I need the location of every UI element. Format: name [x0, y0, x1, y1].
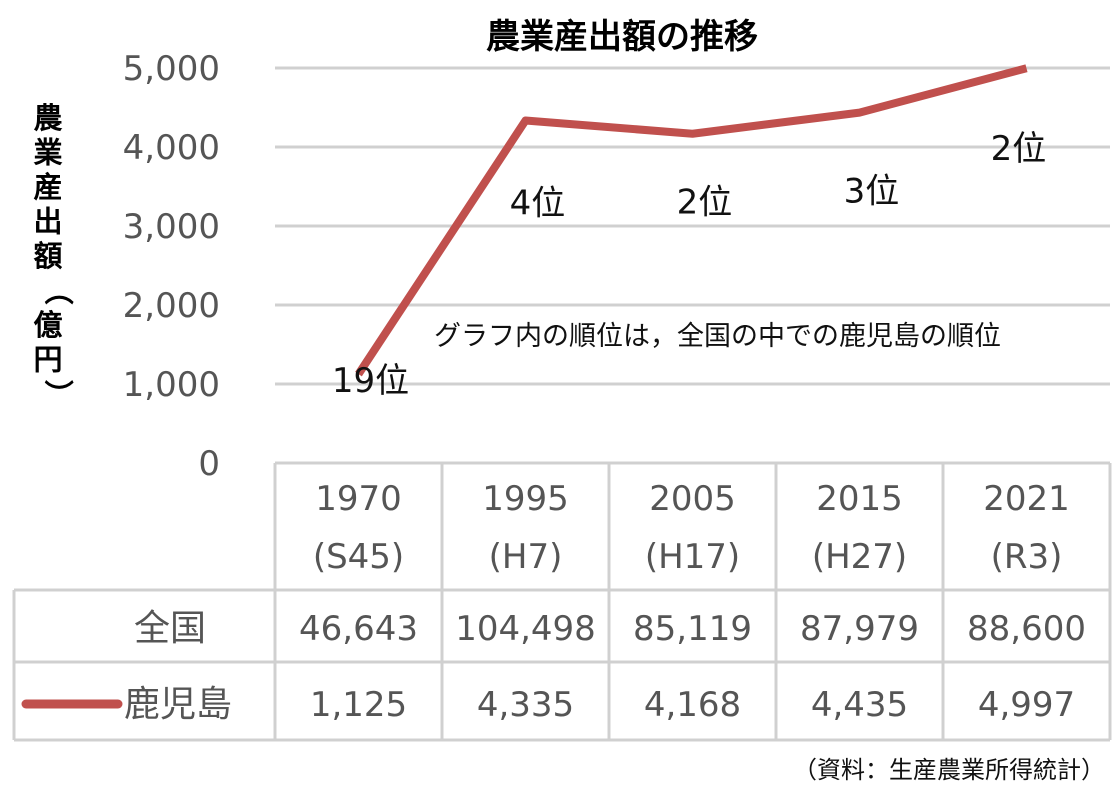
- table-cell: 87,979: [800, 609, 919, 649]
- y-tick-label: 2,000: [123, 286, 220, 326]
- table-cell: 4,435: [811, 685, 908, 725]
- rank-label: 19位: [332, 361, 409, 401]
- rank-labels: 19位 4位 2位 3位 2位: [332, 129, 1046, 401]
- category-year-label: 2021: [983, 479, 1070, 519]
- gridlines: [275, 66, 1110, 386]
- category-era-label: (H27): [812, 537, 907, 577]
- y-tick-label: 5,000: [123, 49, 220, 89]
- category-labels: 1970 (S45) 1995 (H7) 2005 (H17) 2015 (H27) 2021 (…: [313, 479, 1070, 577]
- y-tick-label: 0: [198, 444, 220, 484]
- chart-title: 農業産出額の推移: [486, 17, 758, 57]
- table-cell: 4,168: [644, 685, 741, 725]
- category-year-label: 1995: [482, 479, 569, 519]
- y-tick-label: 1,000: [123, 365, 220, 405]
- y-axis-label-char: ）: [41, 379, 75, 408]
- table-cell: 88,600: [967, 609, 1086, 649]
- table-row-label: 鹿児島: [124, 684, 232, 725]
- table-cell: 104,498: [455, 609, 596, 649]
- category-era-label: (R3): [991, 537, 1063, 577]
- category-year-label: 2005: [649, 479, 736, 519]
- data-table: 全国 46,643 104,498 85,119 87,979 88,600 鹿児島 1,12…: [21, 608, 1086, 725]
- chart-annotation: グラフ内の順位は，全国の中での鹿児島の順位: [434, 321, 1001, 352]
- y-axis-label-char: 出: [33, 205, 62, 239]
- table-row-label: 全国: [134, 608, 206, 649]
- y-axis-label-char: （: [41, 276, 75, 305]
- table-cell: 1,125: [310, 685, 407, 725]
- table-cell: 85,119: [633, 609, 752, 649]
- source-note: （資料：生産農業所得統計）: [793, 756, 1105, 784]
- series-line: [355, 64, 1028, 377]
- category-year-label: 2015: [816, 479, 903, 519]
- y-tick-label: 4,000: [123, 128, 220, 168]
- category-year-label: 1970: [315, 479, 402, 519]
- y-axis-label-char: 円: [33, 343, 62, 377]
- category-era-label: (S45): [313, 537, 404, 577]
- y-axis-label-char: 産: [33, 170, 62, 204]
- y-axis-label: 農業産出額 （ 億円）: [33, 101, 75, 409]
- category-era-label: (H7): [489, 537, 563, 577]
- rank-label: 2位: [677, 183, 733, 223]
- rank-label: 2位: [991, 129, 1047, 169]
- table-cell: 4,997: [978, 685, 1075, 725]
- y-axis-label-char: 農: [33, 101, 62, 135]
- table-cell: 4,335: [477, 685, 574, 725]
- y-axis-ticks: 0 1,000 2,000 3,000 4,000 5,000: [123, 49, 220, 484]
- data-table-lines: [12, 461, 1112, 742]
- rank-label: 3位: [844, 172, 900, 212]
- series-lines: [355, 64, 1028, 377]
- y-axis-label-char: 億: [33, 308, 62, 342]
- table-cell: 46,643: [299, 609, 418, 649]
- y-tick-label: 3,000: [123, 207, 220, 247]
- y-axis-label-char: 額: [33, 239, 62, 273]
- rank-label: 4位: [510, 184, 566, 224]
- category-era-label: (H17): [645, 537, 740, 577]
- y-axis-label-char: 業: [33, 136, 62, 170]
